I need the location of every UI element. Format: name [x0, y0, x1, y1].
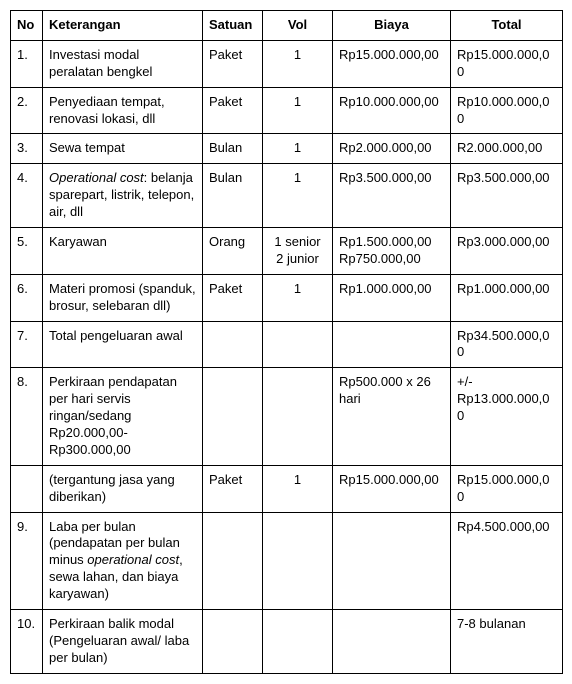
cell-total: Rp4.500.000,00 — [451, 512, 563, 609]
cell-biaya-line1: Rp1.500.000,00 — [339, 234, 432, 249]
cell-satuan — [203, 512, 263, 609]
cell-vol: 1 — [263, 134, 333, 164]
cell-biaya: Rp1.500.000,00 Rp750.000,00 — [333, 228, 451, 275]
cell-no: 3. — [11, 134, 43, 164]
cell-total: Rp1.000.000,00 — [451, 274, 563, 321]
cell-biaya: Rp1.000.000,00 — [333, 274, 451, 321]
cell-keterangan: (tergantung jasa yang diberikan) — [43, 465, 203, 512]
cell-biaya: Rp2.000.000,00 — [333, 134, 451, 164]
cell-biaya — [333, 321, 451, 368]
cell-keterangan-italic: Operational cost — [49, 170, 144, 185]
cell-vol — [263, 610, 333, 674]
table-row: 7. Total pengeluaran awal Rp34.500.000,0… — [11, 321, 563, 368]
cell-no: 2. — [11, 87, 43, 134]
cell-keterangan: Sewa tempat — [43, 134, 203, 164]
cell-no: 10. — [11, 610, 43, 674]
header-keterangan: Keterangan — [43, 11, 203, 41]
cell-keterangan: Operational cost: belanja sparepart, lis… — [43, 164, 203, 228]
cell-satuan: Paket — [203, 465, 263, 512]
cell-biaya — [333, 512, 451, 609]
table-row: 10. Perkiraan balik modal (Pengeluaran a… — [11, 610, 563, 674]
table-row: 5. Karyawan Orang 1 senior 2 junior Rp1.5… — [11, 228, 563, 275]
cell-biaya: Rp10.000.000,00 — [333, 87, 451, 134]
cell-satuan: Orang — [203, 228, 263, 275]
cell-keterangan: Investasi modal peralatan bengkel — [43, 40, 203, 87]
table-header-row: No Keterangan Satuan Vol Biaya Total — [11, 11, 563, 41]
cell-satuan: Bulan — [203, 134, 263, 164]
table-row: 6. Materi promosi (spanduk, brosur, sele… — [11, 274, 563, 321]
header-biaya: Biaya — [333, 11, 451, 41]
cell-biaya: Rp15.000.000,00 — [333, 40, 451, 87]
table-row: 4. Operational cost: belanja sparepart, … — [11, 164, 563, 228]
cell-vol: 1 senior 2 junior — [263, 228, 333, 275]
cell-keterangan-italic: operational cost — [87, 552, 179, 567]
header-total: Total — [451, 11, 563, 41]
cell-no: 4. — [11, 164, 43, 228]
cell-keterangan: Materi promosi (spanduk, brosur, selebar… — [43, 274, 203, 321]
cell-keterangan: Penyediaan tempat, renovasi lokasi, dll — [43, 87, 203, 134]
cell-vol: 1 — [263, 164, 333, 228]
cell-no: 5. — [11, 228, 43, 275]
cell-total: Rp15.000.000,00 — [451, 40, 563, 87]
cell-vol-line2: 2 junior — [276, 251, 319, 266]
cell-total: 7-8 bulanan — [451, 610, 563, 674]
cell-keterangan: Laba per bulan (pendapatan per bulan min… — [43, 512, 203, 609]
cell-biaya: Rp3.500.000,00 — [333, 164, 451, 228]
cell-no: 7. — [11, 321, 43, 368]
cell-vol: 1 — [263, 465, 333, 512]
cell-biaya: Rp15.000.000,00 — [333, 465, 451, 512]
cell-total: Rp15.000.000,00 — [451, 465, 563, 512]
cell-total: Rp34.500.000,00 — [451, 321, 563, 368]
table-row: 8. Perkiraan pendapatan per hari servis … — [11, 368, 563, 465]
cell-total: Rp3.000.000,00 — [451, 228, 563, 275]
cell-vol — [263, 512, 333, 609]
table-row: 9. Laba per bulan (pendapatan per bulan … — [11, 512, 563, 609]
table-row: 2. Penyediaan tempat, renovasi lokasi, d… — [11, 87, 563, 134]
cell-keterangan: Perkiraan pendapatan per hari servis rin… — [43, 368, 203, 465]
cell-keterangan: Karyawan — [43, 228, 203, 275]
cell-vol-line1: 1 senior — [274, 234, 320, 249]
table-row: 1. Investasi modal peralatan bengkel Pak… — [11, 40, 563, 87]
cell-vol — [263, 321, 333, 368]
table-row: 3. Sewa tempat Bulan 1 Rp2.000.000,00 R2… — [11, 134, 563, 164]
cell-keterangan: Perkiraan balik modal (Pengeluaran awal/… — [43, 610, 203, 674]
cell-vol: 1 — [263, 87, 333, 134]
cell-total: Rp10.000.000,00 — [451, 87, 563, 134]
cell-total: R2.000.000,00 — [451, 134, 563, 164]
cell-keterangan: Total pengeluaran awal — [43, 321, 203, 368]
cell-vol — [263, 368, 333, 465]
cell-satuan — [203, 610, 263, 674]
cell-no: 6. — [11, 274, 43, 321]
cell-no: 1. — [11, 40, 43, 87]
cell-vol: 1 — [263, 40, 333, 87]
cell-satuan: Paket — [203, 87, 263, 134]
cell-satuan — [203, 368, 263, 465]
cell-satuan: Paket — [203, 274, 263, 321]
header-satuan: Satuan — [203, 11, 263, 41]
cell-vol: 1 — [263, 274, 333, 321]
cell-no — [11, 465, 43, 512]
table-row: (tergantung jasa yang diberikan) Paket 1… — [11, 465, 563, 512]
cell-no: 8. — [11, 368, 43, 465]
cost-table: No Keterangan Satuan Vol Biaya Total 1. … — [10, 10, 563, 674]
cell-satuan: Bulan — [203, 164, 263, 228]
cell-satuan — [203, 321, 263, 368]
header-vol: Vol — [263, 11, 333, 41]
cell-satuan: Paket — [203, 40, 263, 87]
cell-biaya — [333, 610, 451, 674]
cell-biaya: Rp500.000 x 26 hari — [333, 368, 451, 465]
cell-total: Rp3.500.000,00 — [451, 164, 563, 228]
cell-total: +/- Rp13.000.000,00 — [451, 368, 563, 465]
cell-biaya-line2: Rp750.000,00 — [339, 251, 421, 266]
cell-no: 9. — [11, 512, 43, 609]
header-no: No — [11, 11, 43, 41]
